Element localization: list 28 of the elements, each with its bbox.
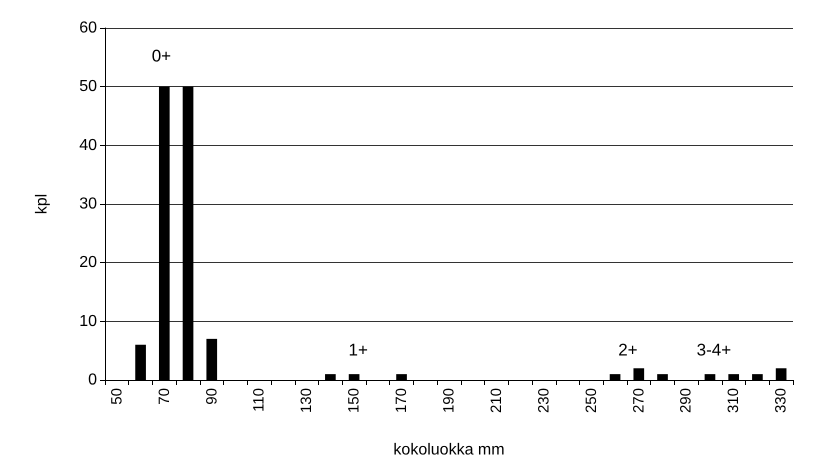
annotation: 2+ <box>618 340 638 360</box>
x-tick-label: 110 <box>250 388 268 412</box>
y-tick-label: 60 <box>79 20 98 36</box>
x-tick-label: 310 <box>725 388 742 414</box>
y-axis-title: kpl <box>34 194 50 214</box>
x-axis-title: kokoluokka mm <box>393 442 505 458</box>
y-tick-label: 0 <box>88 372 98 388</box>
annotation: 1+ <box>348 340 368 360</box>
x-tick-label: 130 <box>298 388 316 414</box>
annotation: 0+ <box>152 46 172 66</box>
y-tick-label: 50 <box>79 78 98 96</box>
y-tick-label: 30 <box>79 196 98 212</box>
x-tick-label: 250 <box>582 388 600 414</box>
x-tick-label: 170 <box>393 388 410 414</box>
x-tick-label: 50 <box>108 388 126 405</box>
x-tick-label: 90 <box>203 388 220 405</box>
x-tick-label: 70 <box>156 388 173 405</box>
annotation: 3-4+ <box>696 340 732 360</box>
y-tick-label: 20 <box>79 254 98 272</box>
y-tick-label: 40 <box>79 136 98 154</box>
x-tick-label: 190 <box>440 388 458 414</box>
x-tick-label: 330 <box>772 388 790 414</box>
x-tick-label: 210 <box>488 388 505 414</box>
x-tick-label: 150 <box>346 388 363 414</box>
y-tick-label: 10 <box>79 312 98 330</box>
x-tick-label: 270 <box>630 388 648 414</box>
x-tick-label: 290 <box>678 388 695 414</box>
x-tick-label: 230 <box>535 388 552 414</box>
